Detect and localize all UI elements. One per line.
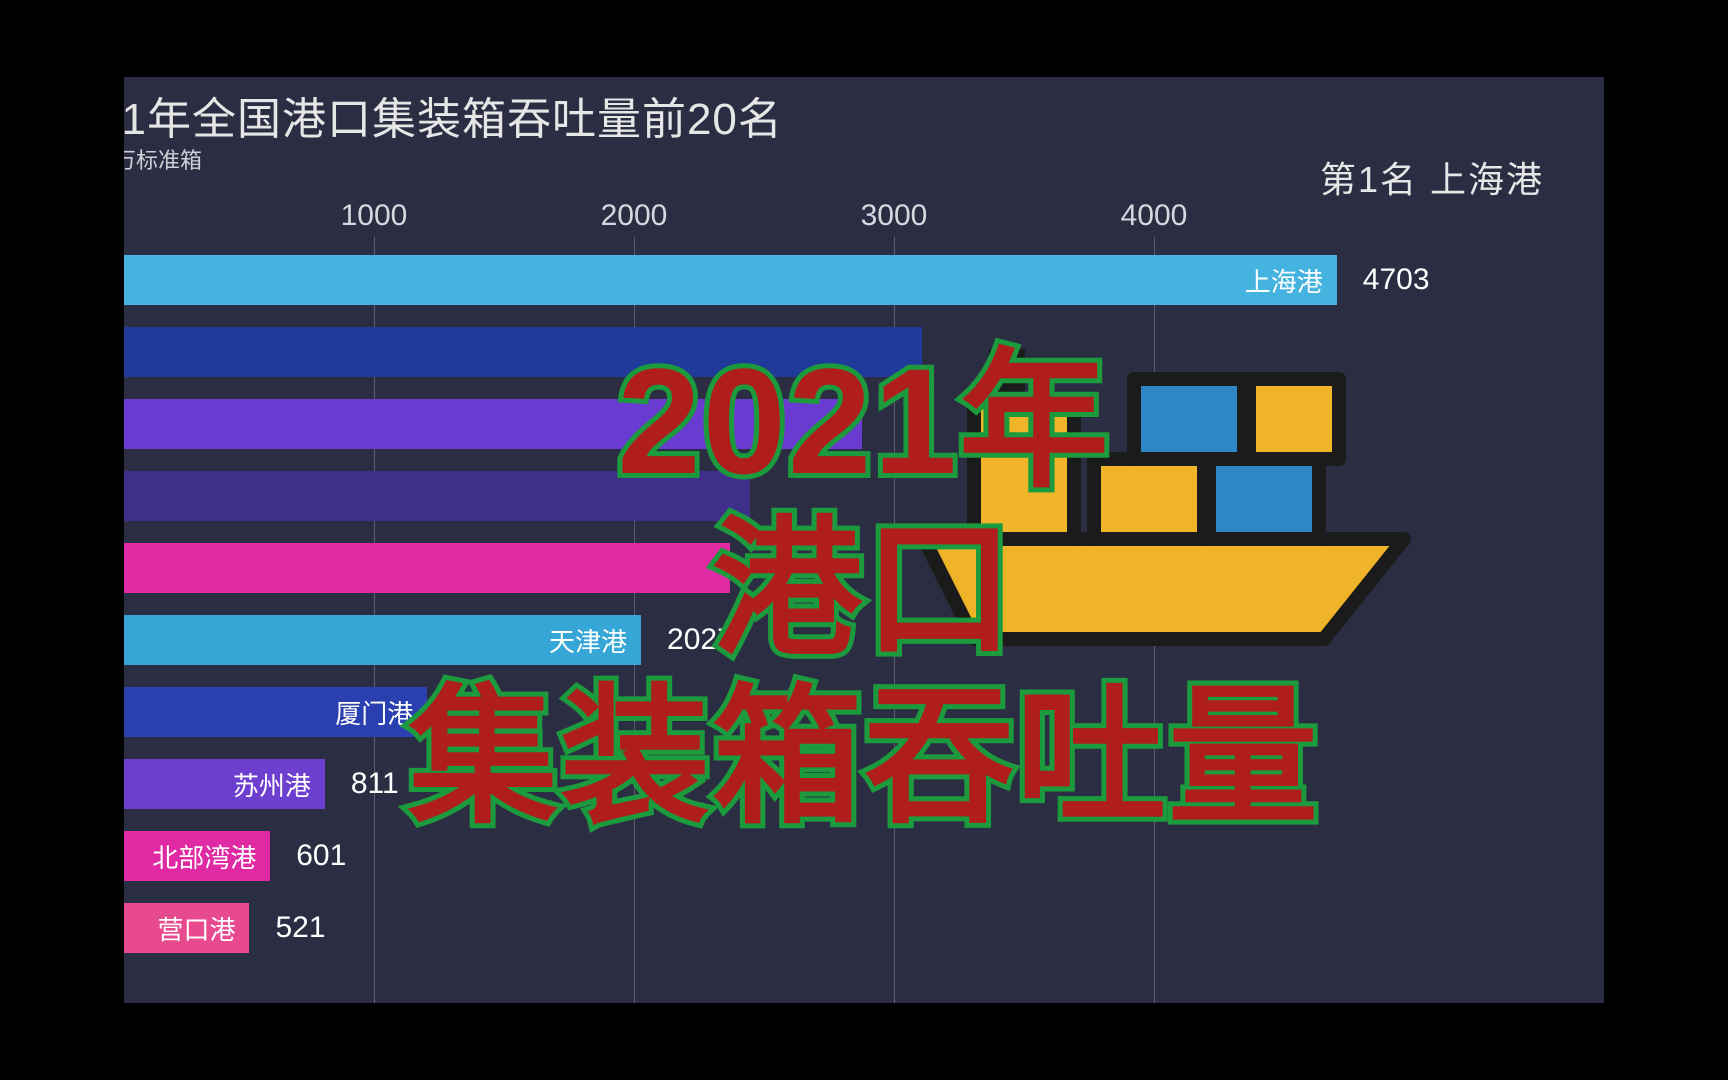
- bar-row: 厦门港1205: [124, 687, 1604, 737]
- axis-tick-label: 2000: [601, 199, 668, 233]
- axis-tick-label: 1000: [341, 199, 408, 233]
- axis-tick-label: 3000: [861, 199, 928, 233]
- axis-tick-label: 4000: [1121, 199, 1188, 233]
- bar: 营口港: [124, 903, 249, 953]
- bar-row: 北部湾港601: [124, 831, 1604, 881]
- unit-label: 万标准箱: [124, 143, 202, 175]
- ship-icon: [904, 289, 1424, 669]
- bar: 苏州港: [124, 759, 325, 809]
- bar-value: 811: [325, 759, 399, 809]
- page-title: 21年全国港口集装箱吞吐量前20名: [124, 83, 783, 147]
- bar: [124, 471, 750, 521]
- bar: 天津港: [124, 615, 641, 665]
- bar-value: 2027: [641, 615, 734, 665]
- bar: [124, 543, 730, 593]
- chart-stage: 21年全国港口集装箱吞吐量前20名 万标准箱 第1名 上海港 100020003…: [124, 77, 1604, 1003]
- bar: [124, 327, 922, 377]
- bar: [124, 399, 862, 449]
- bar-row: 营口港521: [124, 903, 1604, 953]
- bar-row: 苏州港811: [124, 759, 1604, 809]
- bar: 北部湾港: [124, 831, 270, 881]
- bar-value: 521: [249, 903, 325, 953]
- bar: 厦门港: [124, 687, 427, 737]
- bar-value: 601: [270, 831, 346, 881]
- bar-value: 1205: [427, 687, 520, 737]
